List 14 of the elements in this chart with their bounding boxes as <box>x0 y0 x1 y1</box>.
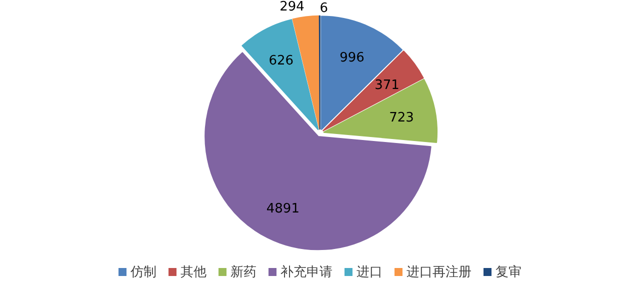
legend-label: 复审 <box>496 264 522 280</box>
data-label: 626 <box>268 54 294 69</box>
data-label: 723 <box>389 110 414 126</box>
data-label: 371 <box>374 78 400 93</box>
data-label: 6 <box>320 0 328 16</box>
data-label: 996 <box>340 50 364 66</box>
legend-label: 新药 <box>230 265 256 280</box>
legend-label: 仿制 <box>130 265 156 280</box>
legend-label: 其他 <box>180 265 206 280</box>
data-label: 294 <box>280 0 304 15</box>
legend-label: 进口再注册 <box>406 265 472 280</box>
legend-label: 进口 <box>356 265 382 280</box>
legend-label: 补充申请 <box>280 265 332 280</box>
data-label: 4891 <box>266 201 300 216</box>
